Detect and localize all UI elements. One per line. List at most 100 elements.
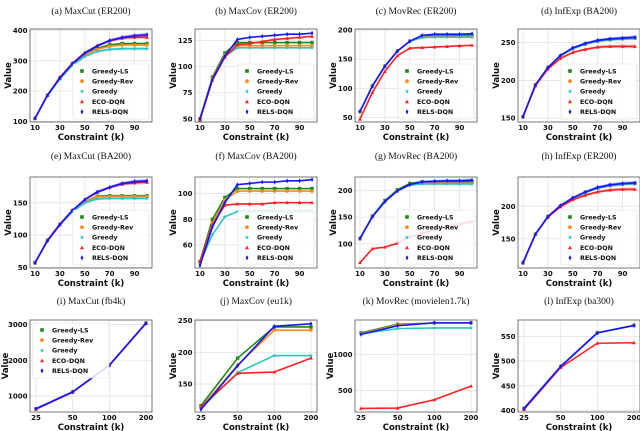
plot-frame: [354, 28, 478, 123]
legend-label: RELS-DQN: [417, 255, 453, 262]
legend: Greedy-LS Greedy-Rev Greedy ECO-DQN RELS-DQN: [397, 209, 475, 266]
x-tick-label: 30: [543, 270, 553, 278]
data-point-rels-dqn: [235, 182, 239, 188]
data-point-rels-dqn: [596, 37, 600, 43]
data-point-rels-dqn: [571, 195, 575, 201]
data-point-eco-dqn: [432, 44, 437, 49]
data-point-greedy: [222, 214, 227, 219]
data-point-greedy-ls: [310, 186, 314, 191]
plot-frame: [517, 176, 640, 269]
legend-label: ECO-DQN: [417, 245, 450, 252]
data-point-rels-dqn: [211, 76, 214, 82]
data-point-greedy: [132, 46, 137, 51]
data-point-rels-dqn: [358, 236, 362, 241]
x-tick-label: 70: [105, 270, 115, 278]
data-point-rels-dqn: [522, 406, 526, 411]
legend-marker-greedy-rev: [405, 225, 409, 230]
data-point-greedy: [144, 46, 150, 51]
legend-box: [72, 209, 150, 266]
data-point-greedy: [308, 353, 314, 358]
chart-panel-c: (c) MovRec (ER200) 10 30 50 70 90 50 100 150 200 C…: [329, 6, 478, 143]
data-point-rels-dqn: [608, 182, 612, 188]
x-tick-label: 10: [355, 270, 365, 278]
x-tick-label: 70: [430, 270, 440, 278]
legend-marker-greedy-ls: [405, 69, 409, 73]
series-line-rels-dqn: [199, 178, 313, 266]
data-point-eco-dqn: [310, 34, 314, 38]
y-tick-label: 50: [18, 264, 28, 272]
data-point-greedy-rev: [132, 43, 137, 47]
y-tick-label: 400: [13, 27, 28, 35]
x-axis-label: Constraint (k): [223, 133, 290, 143]
legend-marker-rels-dqn: [80, 109, 84, 115]
y-tick-label: 75: [183, 89, 193, 97]
y-tick-label: 100: [338, 240, 353, 248]
data-point-rels-dqn: [58, 222, 62, 228]
x-tick-label: 50: [80, 124, 90, 132]
plot-frame: [29, 176, 153, 269]
legend-label: RELS-DQN: [92, 255, 128, 262]
data-point-rels-dqn: [558, 203, 562, 208]
legend-label: Greedy: [92, 89, 117, 96]
data-point-eco-dqn: [620, 187, 625, 191]
plot-frame: [29, 28, 153, 123]
data-point-eco-dqn: [583, 193, 588, 197]
data-point-rels-dqn: [198, 116, 202, 122]
legend-label: RELS-DQN: [257, 109, 293, 116]
data-point-greedy-rev: [285, 189, 289, 193]
legend-label: Greedy-Rev: [417, 79, 459, 86]
data-point-greedy-rev: [145, 43, 149, 47]
legend-label: ECO-DQN: [92, 245, 125, 252]
legend-marker-eco-dqn: [568, 245, 572, 250]
x-axis-label: Constraint (k): [383, 279, 450, 289]
data-point-greedy: [445, 34, 450, 39]
data-point-rels-dqn: [236, 363, 240, 369]
legend-box: [560, 63, 638, 120]
legend-box: [237, 63, 315, 120]
data-point-eco-dqn: [470, 43, 474, 47]
y-tick-label: 125: [178, 37, 193, 45]
data-point-rels-dqn: [144, 320, 148, 326]
x-tick-label: 50: [80, 270, 90, 278]
legend-marker-greedy-ls: [80, 215, 84, 219]
data-point-greedy-rev: [309, 328, 313, 332]
x-tick-label: 90: [295, 124, 305, 132]
series-line-rels-dqn: [200, 323, 312, 410]
x-tick-label: 50: [393, 414, 403, 422]
data-point-eco-dqn: [469, 384, 473, 388]
x-tick-label: 50: [405, 124, 415, 132]
x-axis-label: Constraint (k): [546, 423, 613, 431]
legend-label: RELS-DQN: [92, 109, 128, 116]
y-tick-label: 60: [183, 241, 193, 249]
data-point-eco-dqn: [272, 37, 277, 41]
data-point-rels-dqn: [458, 31, 461, 37]
x-tick-label: 10: [30, 270, 40, 278]
y-axis-label: Value: [492, 209, 502, 236]
chart-panel-l: (l) InfExp (ba300) 25 50 100 200 400 450 500 550…: [492, 296, 640, 431]
data-point-rels-dqn: [396, 323, 400, 329]
data-point-rels-dqn: [260, 33, 264, 39]
data-point-rels-dqn: [211, 224, 214, 230]
legend-label: RELS-DQN: [417, 109, 453, 116]
x-tick-label: 50: [568, 124, 578, 132]
legend-marker-eco-dqn: [245, 99, 249, 104]
data-point-rels-dqn: [469, 320, 473, 326]
legend-marker-greedy-ls: [80, 69, 84, 73]
legend-marker-eco-dqn: [40, 358, 44, 363]
data-point-eco-dqn: [235, 42, 240, 47]
data-point-rels-dqn: [34, 406, 38, 412]
data-point-rels-dqn: [632, 323, 636, 328]
x-axis-label: Constraint (k): [383, 133, 450, 143]
x-tick-label: 10: [518, 124, 528, 132]
legend-marker-greedy-rev: [80, 79, 84, 84]
legend-marker-eco-dqn: [405, 99, 409, 104]
plot-frame: [517, 319, 640, 413]
data-point-greedy: [469, 34, 475, 39]
data-point-greedy-ls: [223, 51, 227, 55]
legend-label: ECO-DQN: [257, 245, 290, 252]
data-point-eco-dqn: [608, 187, 612, 192]
x-tick-label: 30: [55, 270, 65, 278]
plot-area: [195, 320, 317, 412]
series-line-rels-dqn: [199, 32, 313, 120]
